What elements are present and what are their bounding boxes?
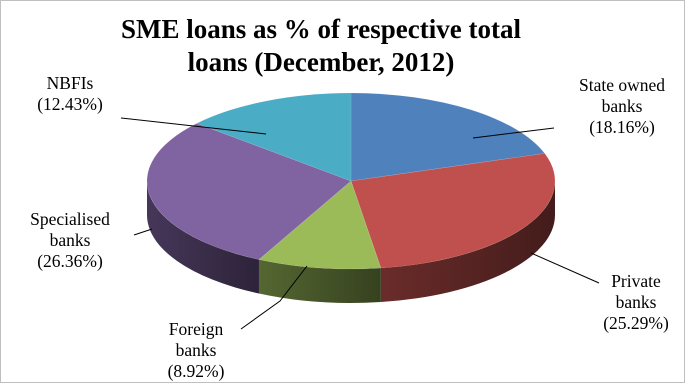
label-private-name-2: banks — [615, 292, 657, 312]
label-specialised-name-2: banks — [49, 230, 91, 250]
label-private-banks: Private banks (25.29%) — [581, 271, 684, 334]
label-state-owned-name-2: banks — [601, 96, 643, 116]
leader-lines — [120, 117, 600, 330]
label-foreign-value: (8.92%) — [167, 361, 225, 381]
pie-side-2 — [258, 259, 381, 304]
pie-slice-3 — [146, 123, 352, 260]
chart-title: SME loans as % of respective total loans… — [41, 13, 601, 79]
label-nbfis-value: (12.43%) — [37, 94, 103, 114]
label-foreign-banks: Foreign banks (8.92%) — [146, 319, 246, 382]
chart-title-line-1: SME loans as % of respective total — [121, 14, 521, 44]
pie-side-walls — [147, 181, 555, 304]
label-private-value: (25.29%) — [603, 313, 669, 333]
pie-slice-2 — [258, 180, 382, 270]
label-nbfis: NBFIs (12.43%) — [15, 73, 125, 115]
label-state-owned-banks: State owned banks (18.16%) — [557, 75, 684, 138]
leader-line-2 — [240, 265, 308, 330]
pie-side-1 — [380, 181, 555, 303]
leader-line-0 — [472, 127, 555, 139]
leader-line-1 — [530, 252, 600, 284]
pie-slices — [146, 92, 556, 270]
label-state-owned-value: (18.16%) — [589, 117, 655, 137]
pie-slice-0 — [350, 92, 546, 182]
leader-line-3 — [133, 228, 153, 236]
label-specialised-value: (26.36%) — [37, 251, 103, 271]
pie-slice-4 — [196, 92, 352, 182]
chart-title-line-2: loans (December, 2012) — [187, 47, 455, 77]
label-nbfis-name: NBFIs — [46, 73, 94, 93]
label-specialised-name-1: Specialised — [30, 209, 110, 229]
label-state-owned-name-1: State owned — [578, 75, 666, 95]
pie-side-3 — [147, 181, 259, 294]
label-private-name-1: Private — [611, 271, 661, 291]
pie-slice-1 — [350, 153, 556, 269]
label-foreign-name-2: banks — [175, 340, 217, 360]
leader-line-4 — [120, 117, 267, 135]
label-foreign-name-1: Foreign — [168, 319, 224, 339]
label-specialised-banks: Specialised banks (26.36%) — [5, 209, 135, 272]
